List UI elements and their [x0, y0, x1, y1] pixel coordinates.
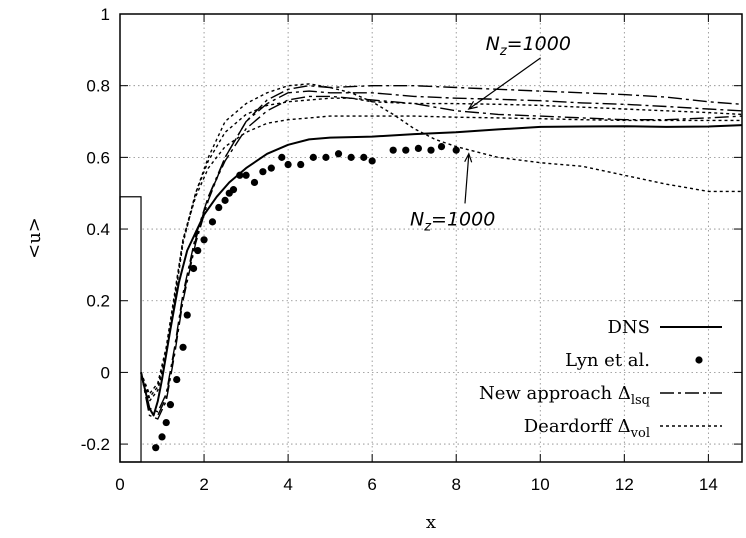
obstacle-layer [119, 196, 142, 463]
data-point [194, 246, 202, 255]
annotation-label: Nz=1000 [410, 208, 495, 234]
y-tick-label: -0.2 [81, 435, 110, 454]
data-point [259, 168, 267, 176]
data-point [368, 157, 376, 165]
data-point [166, 401, 175, 409]
data-point [250, 178, 259, 187]
y-tick-label: 0.2 [86, 292, 110, 311]
annotation-label: Nz=1000 [486, 33, 571, 59]
y-axis-label: <u> [24, 217, 45, 259]
data-point [215, 203, 223, 212]
data-point [278, 153, 286, 161]
data-point [189, 264, 198, 273]
annotations: Nz=1000 Nz=1000 [410, 33, 571, 235]
data-point [229, 186, 238, 194]
data-point [158, 433, 166, 441]
grid [120, 14, 742, 462]
legend-label: Lyn et al. [565, 350, 650, 371]
y-tick-label: 0 [101, 363, 110, 382]
data-point [437, 143, 446, 151]
data-point [452, 146, 460, 154]
legend-label: Deardorff Δvol [524, 416, 650, 441]
series-line-dotted-7 [140, 115, 742, 395]
legend-label: DNS [607, 317, 650, 338]
x-tick-label: 8 [451, 475, 460, 494]
series-line-dotted-5 [140, 83, 742, 402]
data-point [162, 418, 170, 427]
x-tick-label: 0 [115, 475, 124, 494]
legend-label: New approach Δlsq [479, 383, 650, 408]
series-line-dashdot-4 [140, 95, 743, 413]
legend-sample-point [695, 356, 703, 364]
y-tick-label: 1 [101, 5, 110, 24]
data-point [179, 343, 187, 351]
plot-frame [119, 13, 743, 463]
annotation-arrow [468, 57, 541, 110]
data-point [173, 375, 181, 384]
x-tick-label: 6 [367, 475, 376, 494]
data-point [236, 171, 244, 179]
series-lyn-points [152, 143, 460, 452]
x-tick-label: 4 [283, 475, 292, 494]
data-point [183, 311, 191, 319]
annotation-arrowhead [467, 100, 478, 110]
series-line-solid-0 [140, 124, 743, 417]
data-point [221, 196, 229, 204]
data-point [200, 236, 208, 244]
series-line-dotted-6 [140, 97, 743, 399]
annotation-arrowhead [464, 152, 473, 163]
data-point [360, 153, 368, 161]
data-point [242, 171, 250, 179]
data-point [297, 160, 305, 169]
x-tick-label: 2 [199, 475, 208, 494]
y-tick-label: 0.6 [86, 148, 110, 167]
data-point [427, 146, 435, 154]
data-point [284, 160, 292, 169]
data-point [347, 153, 355, 161]
series-line-dashdot-2 [140, 85, 743, 420]
x-tick-label: 12 [615, 475, 634, 494]
y-tick-label: 0.8 [86, 77, 110, 96]
x-tick-label: 10 [531, 475, 550, 494]
data-point [402, 146, 410, 154]
legend: DNS Lyn et al. New approach Δlsq Deardorff … [479, 317, 722, 441]
annotation-arrow [464, 153, 470, 204]
x-axis-label: x [426, 512, 436, 533]
axis-ticks: 0 2 4 6 8 10 12 14 -0.2 0 0.2 0.4 0.6 0.8 1 [81, 5, 742, 494]
data-point [389, 146, 397, 154]
y-tick-label: 0.4 [86, 220, 110, 239]
x-tick-label: 14 [699, 475, 718, 494]
data-point [152, 444, 160, 452]
data-point [208, 218, 217, 226]
data-point [322, 153, 330, 161]
series-line-dashdot-3 [140, 90, 743, 417]
data-point [334, 150, 343, 158]
series-layer [140, 83, 743, 452]
obstacle-rect [119, 196, 142, 463]
data-point [267, 164, 275, 172]
data-point [414, 144, 422, 152]
data-point [309, 153, 317, 161]
